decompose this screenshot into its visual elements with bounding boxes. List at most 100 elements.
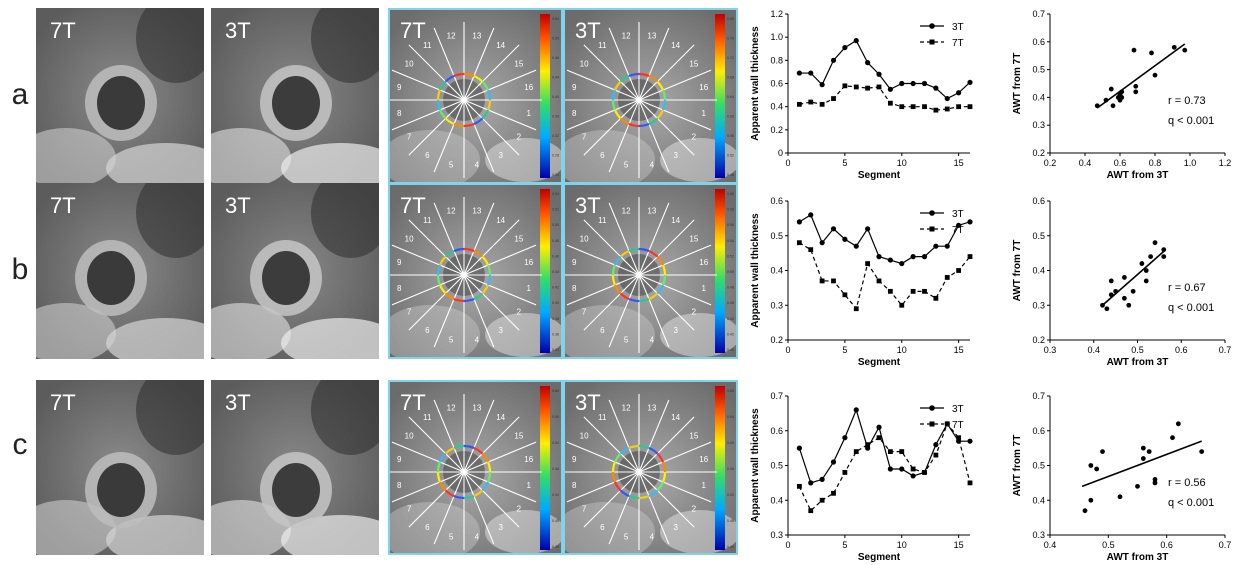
point-7T: [956, 268, 962, 273]
point-7T: [967, 104, 973, 110]
scatter-chart-c: 0.4 0.5 0.6 0.7 0.3 0.4 0.5 0.6 0.7 AWT from 3T AW…: [1010, 390, 1238, 565]
modality-label: 3T: [575, 390, 601, 415]
colorbar-tick-label: 0.56: [727, 223, 734, 227]
segment-number: 12: [622, 403, 631, 412]
x-tick-label: 0.4: [1087, 345, 1100, 355]
segment-number: 1: [527, 481, 532, 490]
mri-image-row-a-7t: 7T: [36, 8, 204, 184]
colorbar-tick-label: 0.58: [727, 208, 734, 212]
correlation-q: q < 0.001: [1168, 497, 1214, 509]
legend-label-3T: 3T: [952, 209, 964, 220]
y-tick-label: 0.7: [770, 391, 783, 401]
colorbar-tick-label: 0.56: [727, 467, 734, 471]
segment-number: 15: [689, 59, 698, 68]
point-7T: [831, 96, 836, 101]
y-axis-label: Apparent wall thickness: [750, 26, 761, 141]
point-7T: [944, 275, 950, 280]
point-7T: [796, 483, 802, 489]
point-3T: [830, 459, 837, 465]
segment-number: 11: [423, 413, 432, 422]
point-3T: [944, 243, 950, 249]
segment-number: 16: [524, 83, 533, 92]
scatter-point: [1152, 72, 1158, 78]
segment-map-row-b-3t: 0.60 0.58 0.56 0.54 0.52 0.50 0.48 0.46 0.44 0.42…: [563, 183, 738, 359]
segment-number: 9: [572, 83, 577, 92]
segment-number: 5: [449, 161, 454, 170]
y-tick-label: 0.7: [1032, 391, 1045, 401]
colorbar-tick-label: 0.44: [552, 493, 559, 497]
scatter-point: [1140, 445, 1146, 451]
modality-label: 3T: [575, 193, 601, 218]
point-3T: [910, 254, 916, 260]
segment-number: 16: [524, 455, 533, 464]
x-tick-label: 1.2: [1219, 158, 1232, 168]
segment-number: 12: [447, 403, 456, 412]
point-3T: [876, 424, 882, 430]
segment-map-row-a-7t: 0.64 0.56 0.48 0.44 0.40 0.36 0.32 0.28 0.24 1 2 3 4…: [388, 8, 563, 184]
scatter-point: [1146, 449, 1152, 454]
legend-label-7T: 7T: [952, 225, 964, 236]
point-7T: [808, 247, 814, 253]
segment-number: 1: [527, 284, 532, 293]
segment-number: 10: [580, 59, 589, 68]
segment-number: 11: [598, 216, 607, 225]
scatter-point: [1140, 456, 1146, 461]
regression-line: [1081, 440, 1202, 488]
colorbar-tick-label: 0.60: [727, 192, 734, 196]
segment-number: 7: [407, 308, 412, 317]
point-7T: [865, 261, 871, 266]
point-7T: [808, 99, 814, 105]
segment-number: 11: [423, 41, 432, 50]
colorbar-tick-label: 0.50: [552, 223, 559, 227]
point-7T: [853, 449, 859, 454]
point-3T: [921, 80, 928, 87]
colorbar-tick-label: 0.40: [552, 301, 559, 305]
scatter-point: [1152, 477, 1158, 482]
point-7T: [910, 466, 916, 472]
scatter-point: [1121, 275, 1127, 280]
segment-map-row-c-7t: 0.60 0.56 0.52 0.48 0.44 0.40 0.36 1 2 3 4 5 6 7 8 9 10 1…: [388, 380, 563, 555]
scatter-chart-b: 0.3 0.4 0.5 0.6 0.7 0.2 0.3 0.4 0.5 0.6 AWT from 3…: [1010, 195, 1238, 370]
series-line-3T: [799, 214, 971, 265]
y-tick-label: 0.2: [1032, 335, 1045, 345]
scatter-point: [1100, 449, 1105, 454]
x-tick-label: 15: [954, 540, 964, 550]
segment-number: 5: [449, 336, 454, 345]
colorbar-tick-label: 0.34: [552, 348, 559, 352]
point-3T: [887, 466, 893, 472]
colorbar-tick-label: 0.40: [552, 519, 559, 523]
segment-number: 1: [702, 284, 707, 293]
point-3T: [796, 219, 802, 225]
colorbar-tick-label: 0.72: [727, 56, 734, 60]
point-7T: [796, 101, 802, 107]
colorbar-tick-label: 0.52: [727, 254, 734, 258]
segment-number: 8: [572, 284, 577, 293]
segment-number: 14: [496, 216, 505, 225]
point-7T: [842, 470, 848, 475]
point-3T: [910, 80, 916, 87]
point-3T: [876, 254, 882, 260]
mri-image-row-c-7t: 7T: [36, 380, 204, 555]
segment-number: 15: [689, 431, 698, 440]
y-tick-label: 0.3: [770, 530, 783, 540]
scatter-point: [1088, 497, 1094, 503]
scatter-point: [1088, 463, 1094, 468]
scatter-point: [1149, 50, 1154, 56]
segment-number: 3: [498, 326, 503, 335]
x-tick-label: 0.5: [1102, 540, 1115, 550]
point-3T: [853, 243, 859, 249]
mri-image-row-a-3t: 3T: [211, 8, 379, 184]
segment-number: 13: [472, 206, 481, 215]
scatter-point: [1199, 449, 1205, 454]
segment-number: 14: [496, 413, 505, 422]
segment-number: 8: [397, 284, 402, 293]
legend-label-3T: 3T: [952, 404, 964, 415]
x-axis-label: Segment: [858, 357, 901, 368]
point-3T: [842, 435, 848, 441]
scatter-point: [1182, 47, 1188, 53]
scatter-point: [1108, 278, 1114, 284]
legend-label-7T: 7T: [952, 38, 964, 49]
colorbar-tick-label: 0.44: [727, 545, 734, 549]
x-tick-label: 5: [842, 345, 847, 355]
segment-number: 4: [650, 533, 655, 542]
